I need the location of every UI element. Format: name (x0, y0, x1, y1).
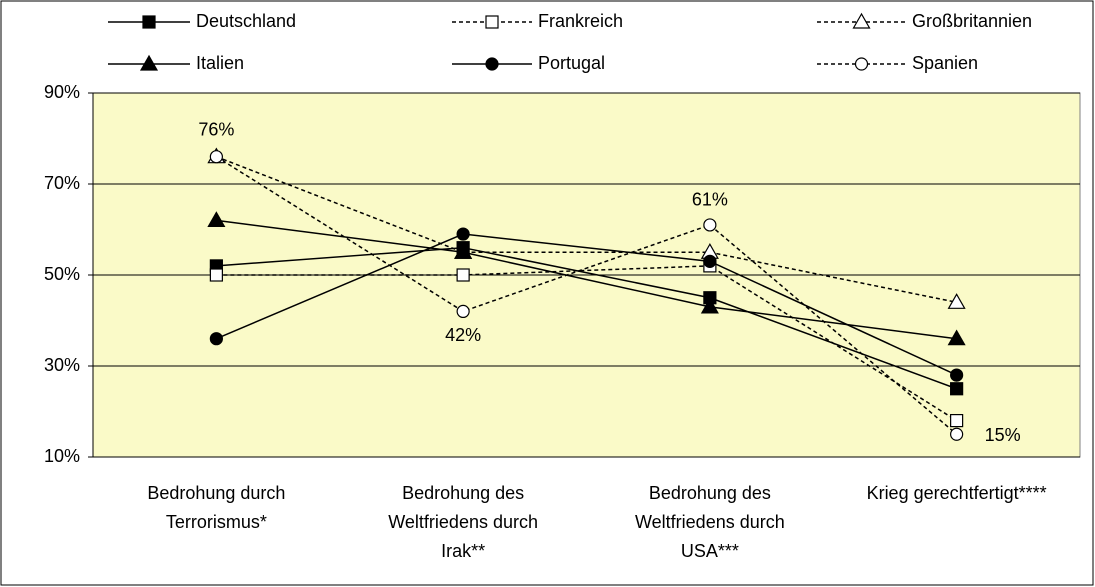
series-line (216, 219, 957, 340)
data-point (947, 293, 966, 309)
legend-label: Deutschland (196, 11, 296, 31)
legend-label: Portugal (538, 53, 605, 73)
data-point (950, 382, 964, 396)
x-tick-label: Weltfriedens durch (388, 512, 538, 532)
y-tick-label: 30% (44, 355, 80, 375)
data-point (947, 329, 966, 346)
y-tick-label: 90% (44, 82, 80, 102)
data-point (950, 368, 964, 382)
data-label: 61% (692, 190, 728, 210)
series-line (216, 233, 957, 376)
legend-marker (485, 15, 499, 29)
legend-marker (485, 57, 499, 71)
series-line (215, 156, 958, 435)
data-point (454, 243, 473, 259)
legend-label: Italien (196, 53, 244, 73)
x-tick-label: Terrorismus* (166, 512, 267, 532)
data-point (207, 211, 226, 227)
data-point (456, 268, 470, 282)
y-tick-label: 50% (44, 264, 80, 284)
legend-marker (854, 57, 869, 71)
data-point (209, 150, 223, 164)
x-tick-label: Bedrohung des (402, 483, 524, 503)
x-tick-label: Bedrohung durch (147, 483, 285, 503)
legend-marker (852, 12, 871, 29)
x-tick-label: Bedrohung des (649, 483, 771, 503)
data-point (950, 414, 964, 428)
data-point (703, 218, 717, 232)
data-point (209, 332, 223, 346)
legend-label: Frankreich (538, 11, 623, 31)
legend-label: Spanien (912, 53, 978, 73)
data-label: 42% (445, 325, 481, 345)
x-tick-label: Irak** (441, 541, 485, 561)
data-point (703, 254, 717, 268)
y-tick-label: 10% (44, 446, 80, 466)
legend-marker (139, 54, 159, 71)
x-tick-label: Weltfriedens durch (635, 512, 785, 532)
x-tick-label: Krieg gerechtfertigt**** (867, 483, 1047, 503)
data-point (209, 268, 223, 282)
data-point (456, 304, 470, 318)
data-point (950, 427, 964, 441)
x-tick-label: USA*** (681, 541, 739, 561)
data-label: 76% (198, 119, 234, 139)
legend-label: Großbritannien (912, 11, 1032, 31)
data-label: 15% (985, 425, 1021, 445)
series-line (216, 156, 957, 304)
legend-marker (142, 15, 156, 29)
data-point (700, 297, 719, 314)
series-line (216, 265, 958, 422)
y-tick-label: 70% (44, 173, 80, 193)
data-point (456, 227, 470, 241)
